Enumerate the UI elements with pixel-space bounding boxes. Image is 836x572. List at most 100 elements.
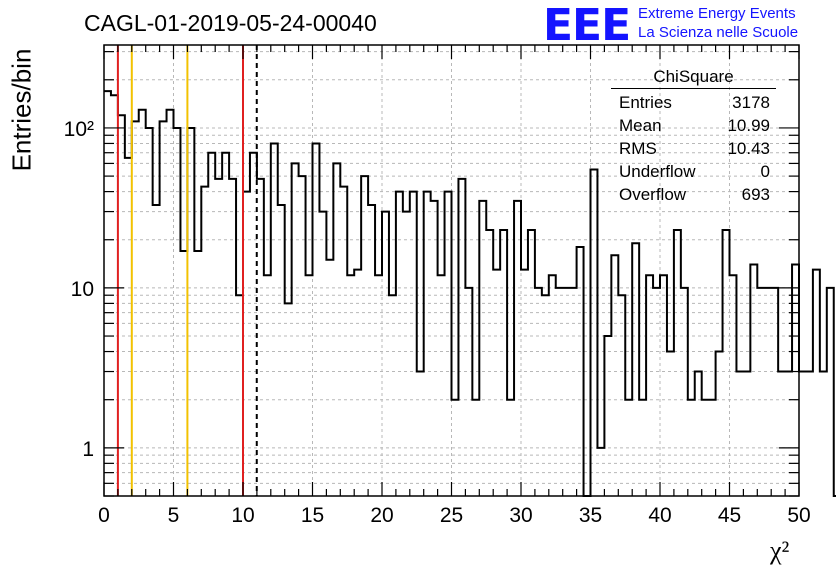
x-tick-label: 20 (370, 504, 393, 527)
histogram-bin (319, 212, 326, 496)
histogram-bin (549, 275, 556, 496)
histogram-bin (723, 230, 730, 496)
histogram-bin (750, 265, 757, 496)
x-tick-label: 45 (718, 504, 741, 527)
histogram-bin (820, 372, 827, 496)
histogram-bin (813, 270, 820, 496)
histogram-bin (493, 270, 500, 496)
histogram-bin (417, 372, 424, 496)
histogram-bin (778, 372, 785, 496)
histogram-bin (146, 128, 153, 496)
histogram-bin (771, 288, 778, 496)
stats-row-underflow: Underflow 0 (611, 160, 776, 183)
histogram-bin (410, 192, 417, 496)
histogram-bin (299, 176, 306, 496)
histogram-bin (743, 372, 750, 496)
histogram-bin (507, 400, 514, 496)
histogram-bin (160, 121, 167, 496)
histogram-bin (736, 372, 743, 496)
histogram-bin (785, 372, 792, 496)
histogram-bin (597, 448, 604, 496)
histogram-bin (806, 372, 813, 496)
histogram-bin (632, 243, 639, 496)
histogram-bin (611, 255, 618, 496)
histogram-bin (271, 143, 278, 496)
histogram-bin (604, 336, 611, 496)
histogram-bin (347, 275, 354, 496)
histogram-bin (556, 288, 563, 496)
x-tick-label: 40 (648, 504, 671, 527)
histogram-bin (139, 110, 146, 496)
x-tick-label: 15 (301, 504, 324, 527)
stats-value: 693 (741, 185, 770, 204)
stats-row-mean: Mean 10.99 (611, 114, 776, 137)
stats-label: Underflow (619, 162, 696, 181)
histogram-bin (396, 192, 403, 496)
histogram-bin (500, 230, 507, 496)
x-tick-label: 30 (509, 504, 532, 527)
histogram-bin (313, 143, 320, 496)
histogram-bin (389, 295, 396, 496)
histogram-bin (716, 352, 723, 496)
histogram-bin (465, 288, 472, 496)
histogram-bin (563, 288, 570, 496)
histogram-bin (215, 179, 222, 496)
histogram-bin (792, 265, 799, 496)
y-tick-label: 10 (71, 278, 94, 301)
histogram-bin (695, 372, 702, 496)
histogram-bin (618, 295, 625, 496)
x-tick-label: 25 (440, 504, 463, 527)
run-title: CAGL-01-2019-05-24-00040 (84, 10, 377, 36)
histogram-bin (542, 295, 549, 496)
y-tick-label: 1 (82, 438, 94, 461)
histogram-bin (528, 230, 535, 496)
histogram-bin (368, 205, 375, 496)
histogram-bin (132, 121, 139, 496)
histogram-bin (667, 352, 674, 496)
histogram-bin (354, 270, 361, 496)
stats-value: 3178 (732, 93, 770, 112)
histogram-bin (174, 128, 181, 496)
histogram-bin (660, 275, 667, 496)
grid-lines (103, 45, 800, 497)
histogram-bin (486, 230, 493, 496)
histogram-bin (639, 400, 646, 496)
stats-row-rms: RMS 10.43 (611, 137, 776, 160)
histogram-bin (167, 110, 174, 496)
histogram-bin (194, 251, 201, 496)
x-tick-label: 35 (579, 504, 602, 527)
histogram-bin (118, 115, 125, 496)
histogram-bin (514, 201, 521, 496)
histogram-bin (382, 212, 389, 496)
histogram-bin (764, 288, 771, 496)
stats-label: Mean (619, 116, 662, 135)
histogram-bin (229, 179, 236, 496)
histogram-bin (431, 201, 438, 496)
y-tick-label: 10² (64, 118, 94, 141)
histogram-bin (521, 270, 528, 496)
histogram-bin (646, 275, 653, 496)
histogram-bin (757, 288, 764, 496)
histogram-bin (403, 212, 410, 496)
histogram-bin (153, 205, 160, 496)
histogram-bin (799, 372, 806, 496)
histogram-bin (375, 275, 382, 496)
stats-label: RMS (619, 139, 657, 158)
histogram-bin (236, 295, 243, 496)
histogram-bin (222, 153, 229, 496)
stats-box: ChiSquare Entries 3178 Mean 10.99 RMS 10… (611, 67, 776, 206)
y-axis-label: Entries/bin (6, 48, 37, 172)
histogram-bin (361, 176, 368, 496)
histogram-bin (333, 163, 340, 496)
histogram-bin (306, 275, 313, 496)
histogram-bin (264, 275, 271, 496)
x-tick-label: 10 (231, 504, 254, 527)
stats-label: Overflow (619, 185, 687, 204)
stats-label: Entries (619, 93, 672, 112)
stats-value: 0 (760, 162, 770, 181)
tick-labels: 0 5 10 15 20 25 30 35 40 45 50 1 10 10² (64, 118, 811, 527)
histogram-bin (104, 91, 111, 496)
x-axis-label: χ² (770, 536, 790, 565)
histogram-bin (424, 192, 431, 496)
